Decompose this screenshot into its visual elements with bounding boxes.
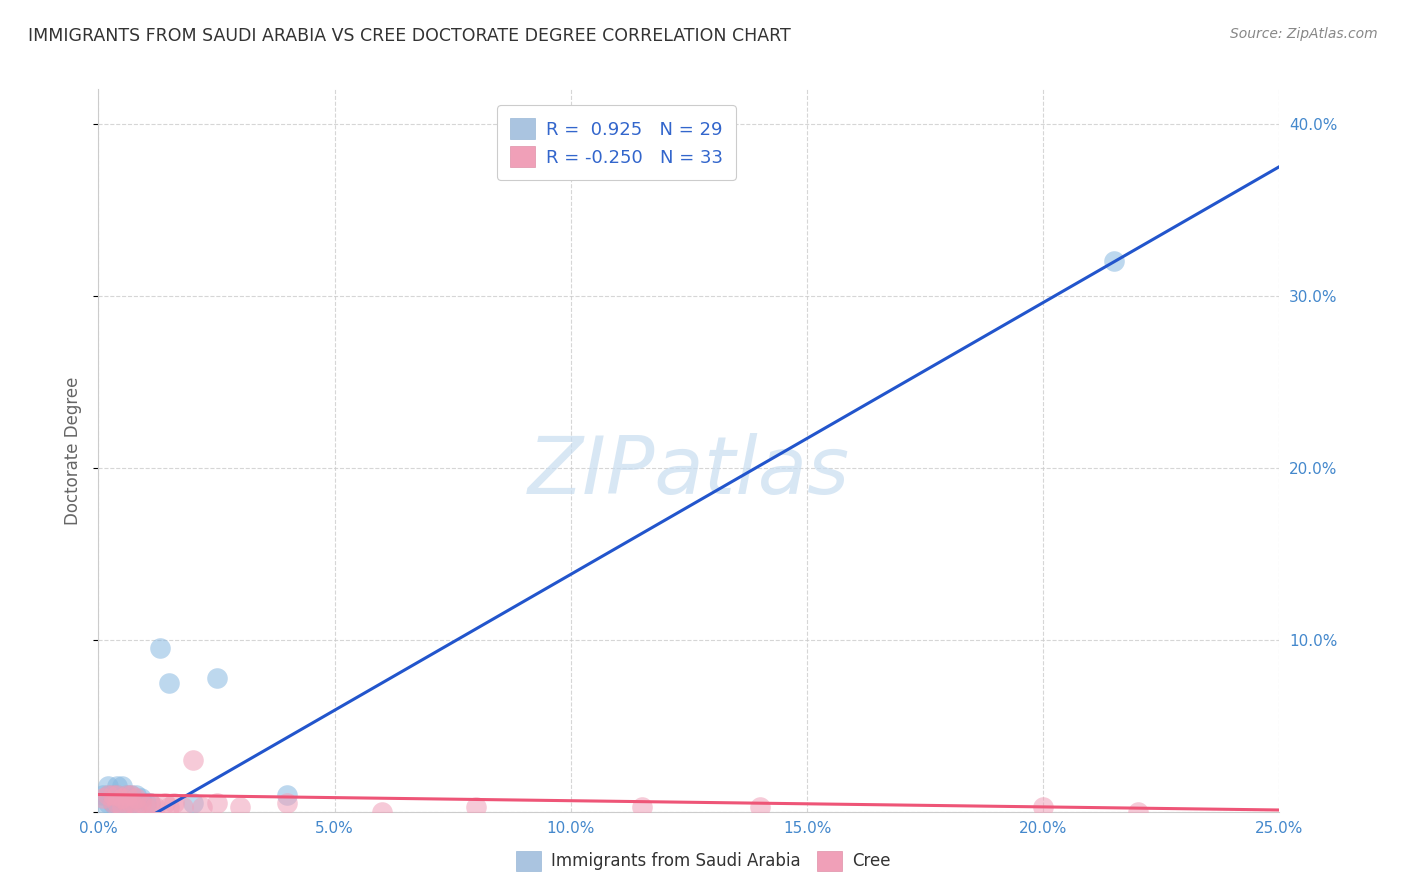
- Point: [157, 675, 180, 690]
- Point: [129, 796, 152, 810]
- Point: [139, 796, 162, 810]
- Legend: R =  0.925   N = 29, R = -0.250   N = 33: R = 0.925 N = 29, R = -0.250 N = 33: [498, 105, 735, 179]
- Point: [465, 799, 488, 814]
- Point: [111, 779, 134, 793]
- Point: [630, 799, 652, 814]
- Point: [115, 788, 138, 802]
- Point: [97, 796, 120, 810]
- Point: [1126, 805, 1149, 819]
- Point: [139, 796, 162, 810]
- Point: [105, 788, 128, 802]
- Point: [111, 799, 134, 814]
- Point: [276, 788, 298, 802]
- Point: [135, 796, 157, 810]
- Point: [101, 788, 124, 802]
- Point: [115, 796, 138, 810]
- Point: [97, 779, 120, 793]
- Point: [111, 799, 134, 814]
- Point: [135, 799, 157, 814]
- Point: [105, 796, 128, 810]
- Point: [1032, 799, 1054, 814]
- Point: [91, 791, 114, 805]
- Point: [371, 805, 394, 819]
- Text: ZIPatlas: ZIPatlas: [527, 434, 851, 511]
- Legend: Immigrants from Saudi Arabia, Cree: Immigrants from Saudi Arabia, Cree: [508, 842, 898, 880]
- Point: [115, 788, 138, 802]
- Point: [191, 799, 214, 814]
- Point: [129, 791, 152, 805]
- Point: [229, 799, 252, 814]
- Point: [149, 641, 172, 656]
- Point: [121, 796, 143, 810]
- Point: [748, 799, 770, 814]
- Text: IMMIGRANTS FROM SAUDI ARABIA VS CREE DOCTORATE DEGREE CORRELATION CHART: IMMIGRANTS FROM SAUDI ARABIA VS CREE DOC…: [28, 27, 790, 45]
- Point: [172, 799, 194, 814]
- Point: [205, 671, 228, 685]
- Point: [181, 753, 204, 767]
- Point: [1102, 254, 1125, 268]
- Point: [143, 799, 166, 814]
- Point: [105, 796, 128, 810]
- Point: [101, 796, 124, 810]
- Y-axis label: Doctorate Degree: Doctorate Degree: [65, 376, 83, 524]
- Point: [181, 796, 204, 810]
- Point: [153, 796, 176, 810]
- Point: [101, 788, 124, 802]
- Point: [101, 796, 124, 810]
- Point: [163, 796, 186, 810]
- Point: [105, 779, 128, 793]
- Point: [125, 796, 148, 810]
- Point: [97, 788, 120, 802]
- Point: [125, 791, 148, 805]
- Point: [157, 799, 180, 814]
- Point: [125, 788, 148, 802]
- Point: [91, 788, 114, 802]
- Point: [121, 788, 143, 802]
- Point: [205, 796, 228, 810]
- Point: [111, 791, 134, 805]
- Point: [97, 788, 120, 802]
- Point: [91, 796, 114, 810]
- Point: [276, 796, 298, 810]
- Point: [111, 791, 134, 805]
- Point: [105, 788, 128, 802]
- Point: [121, 796, 143, 810]
- Point: [115, 796, 138, 810]
- Text: Source: ZipAtlas.com: Source: ZipAtlas.com: [1230, 27, 1378, 41]
- Point: [121, 788, 143, 802]
- Point: [101, 796, 124, 810]
- Point: [125, 799, 148, 814]
